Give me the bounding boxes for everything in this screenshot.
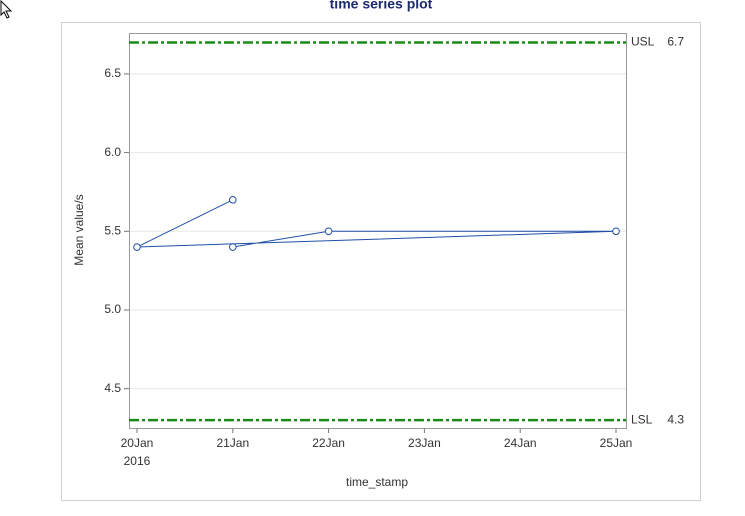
x-tick-label: 22Jan — [312, 436, 345, 450]
y-tick-label: 4.5 — [104, 381, 121, 395]
x-tick-label: 23Jan — [408, 436, 441, 450]
x-tick-year: 2016 — [124, 454, 151, 468]
reference-label: USL — [631, 35, 655, 49]
cursor — [0, 0, 13, 19]
point — [228, 196, 237, 204]
series-line — [136, 199, 617, 248]
y-tick-label: 6.0 — [104, 145, 121, 159]
x-tick-label: 24Jan — [504, 436, 537, 450]
y-tick-label: 5.0 — [104, 302, 121, 316]
y-axis-label: Mean value/s — [72, 194, 86, 265]
point — [324, 227, 333, 236]
chart-frame — [61, 22, 701, 501]
point — [228, 243, 237, 251]
reference-value: 6.7 — [667, 35, 684, 49]
plot-frame — [129, 33, 627, 429]
x-tick-label: 21Jan — [216, 436, 249, 450]
reference-label: LSL — [631, 412, 653, 426]
x-tick-label: 25Jan — [600, 436, 633, 450]
point — [133, 243, 141, 251]
y-tick-label: 5.5 — [104, 223, 121, 237]
y-tick-label: 6.5 — [104, 66, 121, 80]
chart-title: time series plot — [330, 0, 433, 12]
x-axis-label: time_stamp — [346, 475, 408, 489]
point — [612, 227, 620, 236]
x-tick-label: 20Jan — [121, 436, 154, 450]
reference-value: 4.3 — [667, 412, 684, 426]
